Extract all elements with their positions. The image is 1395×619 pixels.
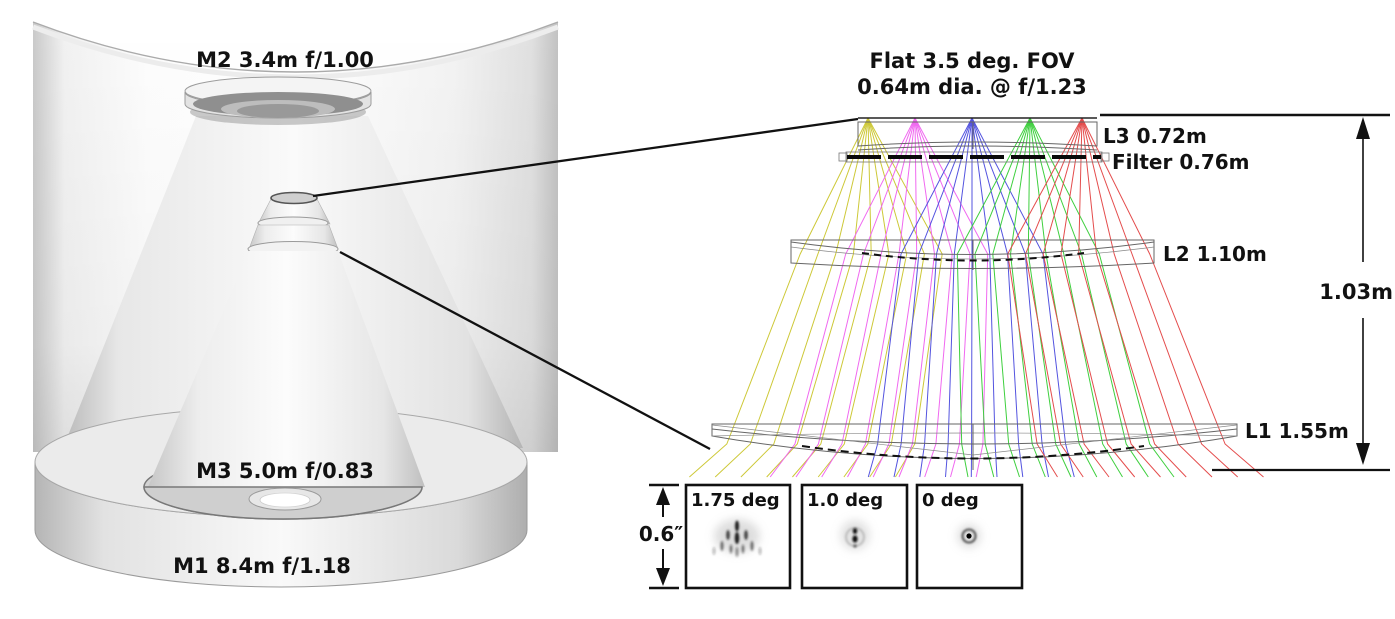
l2-label: L2 1.10m <box>1163 242 1267 266</box>
psf-panel-1.0deg: 1.0 deg <box>800 483 909 590</box>
m2-ring <box>184 76 372 119</box>
ray-line <box>1029 117 1098 478</box>
ray-line <box>956 117 1031 478</box>
ray-line <box>843 117 908 478</box>
ray-line <box>1007 117 1083 478</box>
ray-line <box>1029 117 1175 478</box>
ray-line <box>1009 117 1046 478</box>
height-dim-label: 1.03m <box>1319 280 1393 304</box>
psf-size-label: 0.6″ <box>639 522 683 546</box>
psf-spot-1.0deg <box>840 520 870 550</box>
psf-panel-0deg: 0 deg <box>915 483 1024 590</box>
ray-line <box>1027 117 1072 478</box>
psf-label-1.75deg: 1.75 deg <box>691 490 780 511</box>
fov-title-line2: 0.64m dia. @ f/1.23 <box>857 75 1087 99</box>
callout-lines <box>312 117 859 451</box>
m2-label: M2 3.4m f/1.00 <box>196 48 374 72</box>
ray-line <box>971 117 998 478</box>
ray-line <box>919 117 973 478</box>
ray-line <box>1029 117 1149 478</box>
camera-support-cone <box>148 251 425 487</box>
m1-label: M1 8.4m f/1.18 <box>173 554 351 578</box>
ray-line <box>1024 117 1084 478</box>
ray-line <box>1029 117 1123 478</box>
m3-label: M3 5.0m f/0.83 <box>196 459 374 483</box>
ray-line <box>914 117 971 478</box>
lens-diagram: Flat 3.5 deg. FOV 0.64m dia. @ f/1.23 L3… <box>689 49 1393 478</box>
psf-size-dimension <box>649 483 679 590</box>
ray-line <box>945 117 973 478</box>
ray-line <box>1060 117 1136 478</box>
dim-arrowhead-up <box>1356 117 1370 139</box>
ray-line <box>821 117 916 478</box>
ray-line <box>872 117 918 478</box>
ray-fan-field-1.0-right <box>956 117 1175 478</box>
ray-fans <box>689 117 1264 478</box>
ray-line <box>689 117 869 478</box>
l3-label: L3 0.72m <box>1103 124 1207 148</box>
ray-line <box>1081 117 1213 478</box>
ray-line <box>970 118 973 478</box>
ray-line <box>792 117 872 478</box>
l1-label: L1 1.55m <box>1245 419 1349 443</box>
lens-l1 <box>711 423 1238 470</box>
ray-line <box>914 117 989 478</box>
ray-line <box>971 117 1024 478</box>
ray-line <box>769 117 916 478</box>
ray-line <box>971 117 1075 478</box>
camera-window <box>270 191 318 205</box>
ray-fan-field-1.75-right <box>1007 117 1264 478</box>
ray-fan-field-1.75-left <box>689 117 943 478</box>
ray-line <box>1078 117 1161 478</box>
psf-arrowhead-down <box>656 568 670 586</box>
ray-line <box>893 117 973 478</box>
lens-l2 <box>790 239 1155 270</box>
ray-line <box>795 117 916 478</box>
ray-line <box>1042 117 1110 478</box>
filter-label: Filter 0.76m <box>1112 150 1250 174</box>
ray-line <box>898 117 936 478</box>
ray-line <box>992 117 1031 478</box>
ray-line <box>1081 117 1239 478</box>
ray-line <box>867 117 943 478</box>
lens-l3 <box>857 121 1098 151</box>
height-dimension <box>1100 113 1390 472</box>
ray-line <box>714 117 869 478</box>
callout-line-camera-top <box>312 117 859 198</box>
psf-spot-1.75deg <box>712 519 762 557</box>
filter-element <box>838 151 1110 163</box>
ray-line <box>914 117 953 478</box>
ray-line <box>867 117 973 478</box>
telescope-render: M2 3.4m f/1.00 M3 5.0m f/0.83 M1 8.4m f/… <box>32 21 559 588</box>
ray-line <box>1081 117 1187 478</box>
ray-line <box>847 117 916 478</box>
m1-center-hole <box>248 487 322 511</box>
psf-arrowhead-up <box>656 487 670 505</box>
callout-line-camera-bottom <box>339 250 711 451</box>
psf-panels: 0.6″ 1.75 deg <box>639 483 1024 590</box>
ray-fan-field-1.0-left <box>769 117 989 478</box>
psf-spot-0deg <box>957 524 981 548</box>
ray-line <box>971 117 1049 478</box>
psf-label-0deg: 0 deg <box>922 490 979 511</box>
ray-line <box>1081 117 1264 478</box>
fov-title-line1: Flat 3.5 deg. FOV <box>869 49 1075 73</box>
ray-line <box>974 117 1031 478</box>
dim-arrowhead-down <box>1356 443 1370 465</box>
ray-fan-field-0-center <box>867 117 1075 478</box>
psf-label-1.0deg: 1.0 deg <box>807 490 883 511</box>
ray-line <box>740 117 869 478</box>
psf-panel-1.75deg: 1.75 deg <box>684 483 792 590</box>
